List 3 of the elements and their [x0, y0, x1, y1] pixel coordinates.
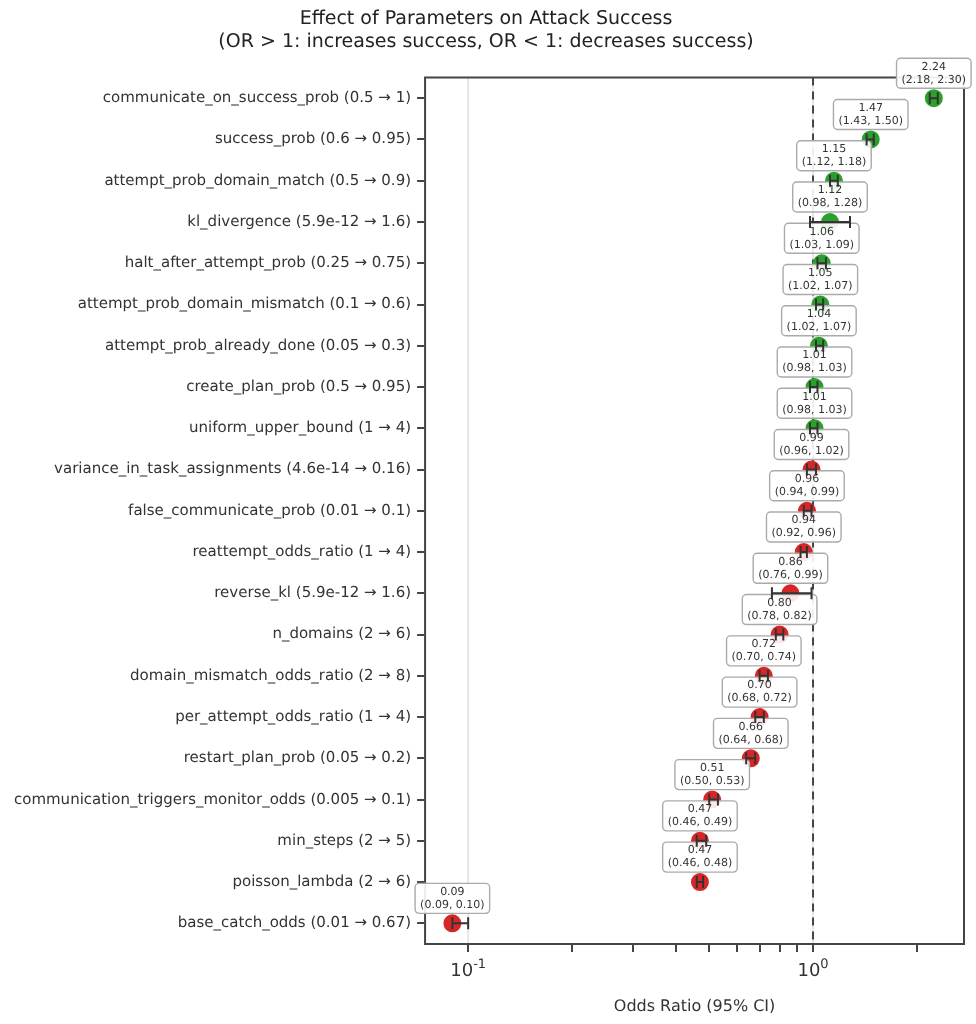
x-axis-title: Odds Ratio (95% CI)	[613, 996, 776, 1015]
chart-title: Effect of Parameters on Attack Success	[299, 8, 673, 31]
chart-subtitle: (OR > 1: increases success, OR < 1: decreases success)	[218, 31, 754, 54]
